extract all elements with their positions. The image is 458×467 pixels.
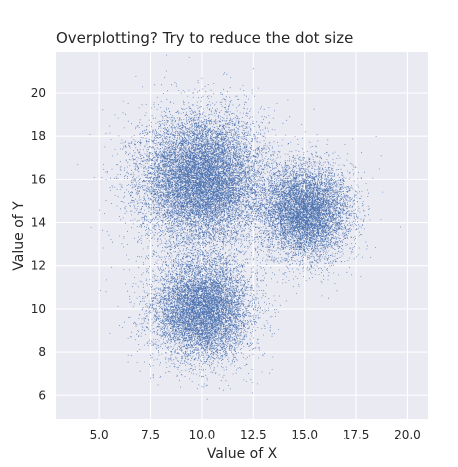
y-tick-label: 20: [31, 86, 46, 100]
point-cluster-3: [100, 212, 310, 400]
y-tick-label: 12: [31, 259, 46, 273]
point-cluster-1: [77, 54, 315, 316]
x-tick-label: 20.0: [394, 428, 421, 442]
watermark-text: https://blog.csdn.net/weixin_41869644: [168, 436, 403, 450]
y-tick-label: 14: [31, 216, 46, 230]
plot-background: [56, 52, 428, 419]
point-cluster-2: [211, 131, 401, 299]
y-tick-label: 16: [31, 172, 46, 186]
y-tick-label: 10: [31, 302, 46, 316]
y-tick-label: 18: [31, 129, 46, 143]
x-axis-label: Value of X: [207, 446, 278, 462]
y-tick-label: 6: [38, 388, 46, 402]
y-axis-label: Value of Y: [11, 201, 27, 271]
x-tick-label: 17.5: [343, 428, 370, 442]
chart-title: Overplotting? Try to reduce the dot size: [56, 29, 353, 47]
x-tick-label: 12.5: [240, 428, 267, 442]
data-points: [77, 54, 401, 400]
y-tick-labels: 6 8 10 12 14 16 18 20: [31, 86, 46, 402]
x-tick-label: 5.0: [90, 428, 109, 442]
x-tick-labels: 5.0 7.5 10.0 12.5 15.0 17.5 20.0: [90, 428, 421, 442]
x-tick-label: 7.5: [141, 428, 160, 442]
x-tick-label: 15.0: [291, 428, 318, 442]
y-tick-label: 8: [38, 345, 46, 359]
x-tick-label: 10.0: [189, 428, 216, 442]
